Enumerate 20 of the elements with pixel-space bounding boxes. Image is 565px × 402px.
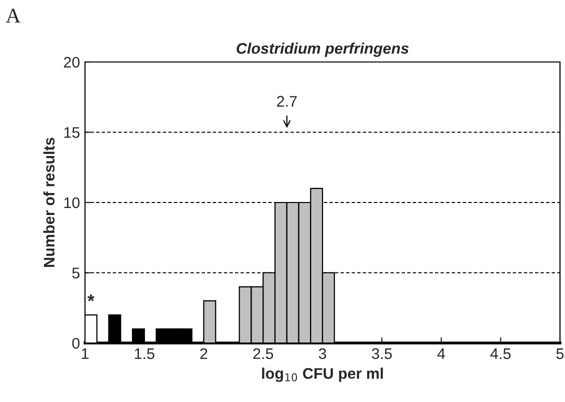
x-tick-label: 5 <box>556 348 564 360</box>
x-tick-label: 1 <box>82 348 89 359</box>
y-tick-label: 0 <box>72 338 80 349</box>
annotation: 2.7 <box>277 96 297 107</box>
x-axis-title: log$_{10}$ CFU per ml <box>262 368 383 382</box>
x-tick-label: 1.5 <box>134 348 154 360</box>
y-tick-label: 5 <box>72 268 80 278</box>
y-axis-title: Number of results <box>43 138 55 267</box>
y-tick-label: 15 <box>64 127 80 138</box>
text: A <box>6 8 21 22</box>
annotation: * <box>87 294 94 302</box>
x-tick-label: 3 <box>318 348 326 360</box>
x-tick-label: 4.5 <box>490 348 511 360</box>
x-tick-label: 2 <box>200 348 208 359</box>
x-tick-label: 4 <box>437 348 446 359</box>
y-tick-label: 10 <box>64 197 80 208</box>
x-tick-label: 3.5 <box>372 348 392 360</box>
x-tick-label: 2.5 <box>253 348 274 360</box>
chart-title: Clostridium perfringens <box>236 42 409 57</box>
y-tick-label: 20 <box>64 56 80 68</box>
